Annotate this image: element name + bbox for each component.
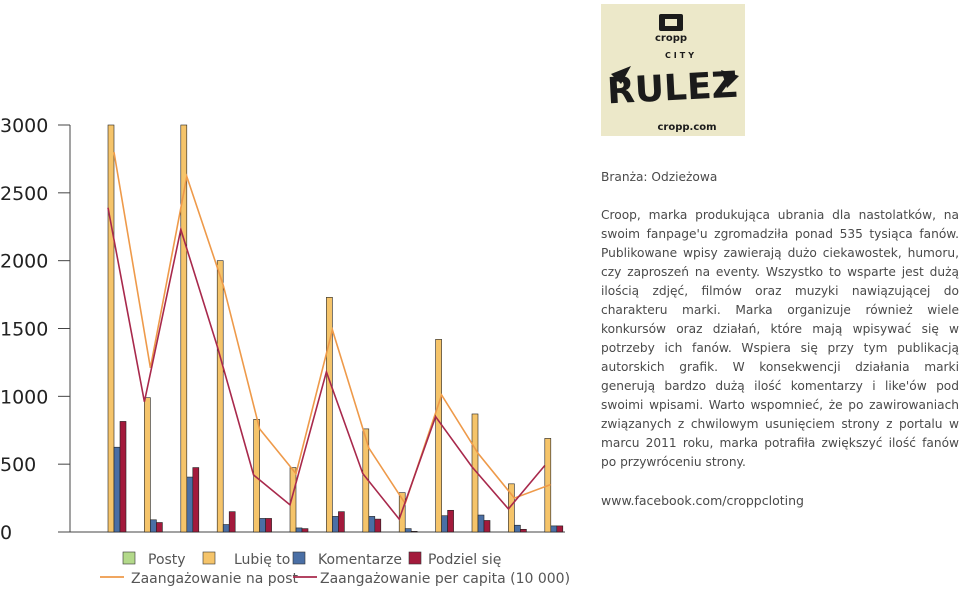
bar-komentarze-12 <box>514 524 521 533</box>
bar-podziel-się-10 <box>447 509 454 533</box>
y-axis: 0 500 1000 1500 2000 2500 3000 <box>0 115 565 544</box>
bar-podziel-się-1 <box>119 421 127 533</box>
bar-lubię-to-10 <box>435 339 442 533</box>
logo-graphic: cropp CITY RULEZ cropp.com <box>601 4 745 136</box>
bars <box>107 124 564 533</box>
bar-lubię-to-7 <box>326 296 333 533</box>
bar-lubię-to-6 <box>289 467 297 533</box>
legend-label-posty: Posty <box>148 552 186 568</box>
description-text: Croop, marka produkująca ubrania dla nas… <box>601 208 959 469</box>
bar-lubię-to-1 <box>107 124 115 533</box>
bar-komentarze-13 <box>550 525 558 533</box>
bar-podziel-się-9 <box>410 531 418 533</box>
bar-komentarze-5 <box>259 518 266 533</box>
bar-komentarze-4 <box>222 524 230 533</box>
description-panel: Branża: Odzieżowa Croop, marka produkują… <box>601 168 959 472</box>
bar-podziel-się-3 <box>192 467 200 533</box>
legend-label-zaangazowanie-na-post: Zaangażowanie na post <box>131 571 299 587</box>
legend-swatch-lubie-to <box>202 551 216 565</box>
y-tick-label: 500 <box>0 454 36 476</box>
bar-komentarze-8 <box>368 516 376 533</box>
bar-podziel-się-12 <box>520 528 527 533</box>
logo-city: CITY <box>665 51 697 60</box>
bar-komentarze-9 <box>404 528 412 533</box>
bar-podziel-się-8 <box>374 518 382 533</box>
bar-podziel-się-4 <box>228 511 236 533</box>
bar-lubię-to-2 <box>144 397 151 533</box>
bar-podziel-się-2 <box>156 522 163 533</box>
line-zaangazowanie-per-capita <box>107 207 546 521</box>
brand-logo: cropp CITY RULEZ cropp.com <box>601 4 745 136</box>
bar-komentarze-3 <box>186 476 194 533</box>
legend-label-zaangazowanie-per-capita: Zaangażowanie per capita (10 000) <box>320 571 570 587</box>
logo-title: RULEZ <box>606 65 739 113</box>
bar-komentarze-11 <box>477 514 485 533</box>
y-tick-label: 1500 <box>0 319 48 341</box>
line-zaangazowanie-na-post <box>113 152 552 506</box>
logo-brand: cropp <box>655 33 687 44</box>
legend-label-podziel-sie: Podziel się <box>428 552 501 568</box>
bar-lubię-to-4 <box>216 260 224 533</box>
y-tick-label: 1000 <box>0 386 48 408</box>
y-tick-label: 2000 <box>0 251 48 273</box>
legend: Posty Lubię to Komentarze Podziel się Zaanga… <box>100 551 570 587</box>
legend-swatch-posty <box>122 551 136 565</box>
legend-swatch-podziel-sie <box>408 551 422 565</box>
bar-podziel-się-7 <box>338 511 345 533</box>
bar-komentarze-1 <box>113 446 121 533</box>
bar-podziel-się-13 <box>556 525 564 533</box>
bar-podziel-się-6 <box>301 528 309 533</box>
legend-label-komentarze: Komentarze <box>318 552 402 568</box>
bar-podziel-się-5 <box>265 518 272 533</box>
legend-swatch-komentarze <box>292 551 306 565</box>
chart: 0 500 1000 1500 2000 2500 3000 Posty Lubię to Ko… <box>0 115 570 587</box>
bar-komentarze-6 <box>295 527 303 533</box>
lines <box>107 152 552 521</box>
bar-lubię-to-3 <box>180 124 188 533</box>
y-tick-label: 2500 <box>0 183 48 205</box>
y-tick-label: 0 <box>0 522 12 544</box>
bar-podziel-się-11 <box>483 520 491 533</box>
y-tick-label: 3000 <box>0 115 48 137</box>
website-link[interactable]: www.facebook.com/croppcloting <box>601 493 804 508</box>
bar-komentarze-2 <box>150 519 157 533</box>
legend-label-lubie-to: Lubię to <box>234 552 290 568</box>
logo-domain: cropp.com <box>657 122 716 133</box>
bar-komentarze-10 <box>441 515 448 533</box>
bar-komentarze-7 <box>332 516 339 533</box>
industry-label: Branża: Odzieżowa <box>601 170 718 184</box>
